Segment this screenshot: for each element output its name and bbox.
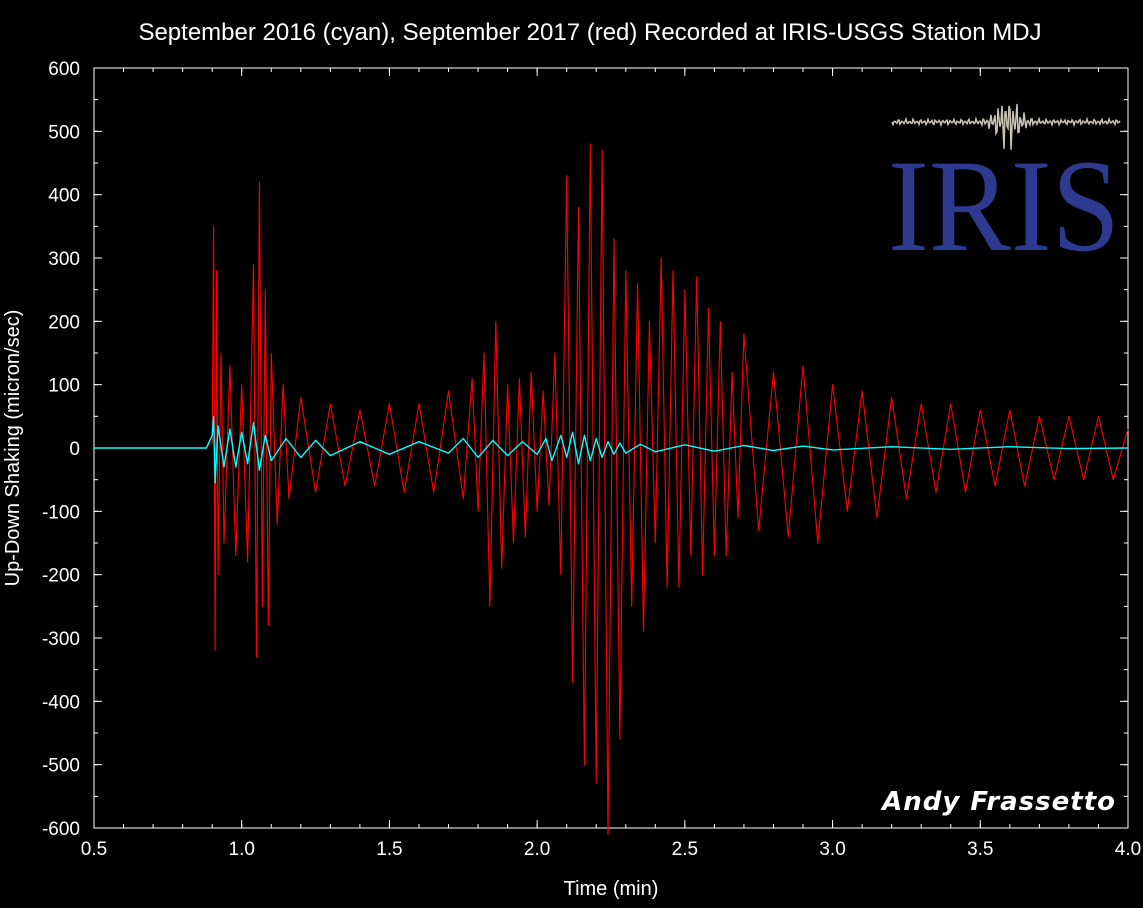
x-tick-label: 2.5	[672, 839, 698, 860]
chart-title: September 2016 (cyan), September 2017 (r…	[138, 19, 1041, 46]
x-tick-label: 1.0	[229, 839, 255, 860]
x-tick-label: 1.5	[376, 839, 402, 860]
logo-seismogram-icon	[891, 103, 1121, 150]
y-axis-label: Up-Down Shaking (micron/sec)	[2, 310, 24, 587]
y-tick-label: -600	[42, 819, 80, 840]
x-tick-label: 4.0	[1115, 839, 1141, 860]
x-tick-label: 2.0	[524, 839, 550, 860]
x-tick-label: 3.5	[967, 839, 993, 860]
y-tick-label: 500	[48, 122, 80, 143]
x-tick-label: 0.5	[81, 839, 107, 860]
series-layer	[94, 143, 1129, 835]
iris-logo: IRIS	[888, 103, 1121, 279]
y-tick-label: 600	[48, 59, 80, 80]
y-tick-label: 0	[69, 439, 80, 460]
y-tick-label: -400	[42, 692, 80, 713]
x-axis: 0.5 1.0 1.5 2.0 2.5 3.0 3.5 4.0	[81, 68, 1141, 860]
series-line-1	[94, 415, 1129, 484]
y-tick-label: -300	[42, 629, 80, 650]
y-tick-label: 200	[48, 312, 80, 333]
y-tick-label: -100	[42, 502, 80, 523]
y-tick-label: 300	[48, 249, 80, 270]
y-tick-label: -500	[42, 756, 80, 777]
x-tick-label: 3.0	[819, 839, 845, 860]
y-tick-label: 100	[48, 376, 80, 397]
series-line-0	[94, 143, 1129, 835]
y-tick-label: -200	[42, 566, 80, 587]
author-credit: Andy Frassetto	[880, 787, 1116, 817]
y-tick-label: 400	[48, 186, 80, 207]
logo-text: IRIS	[888, 132, 1120, 279]
x-axis-label: Time (min)	[564, 878, 659, 900]
